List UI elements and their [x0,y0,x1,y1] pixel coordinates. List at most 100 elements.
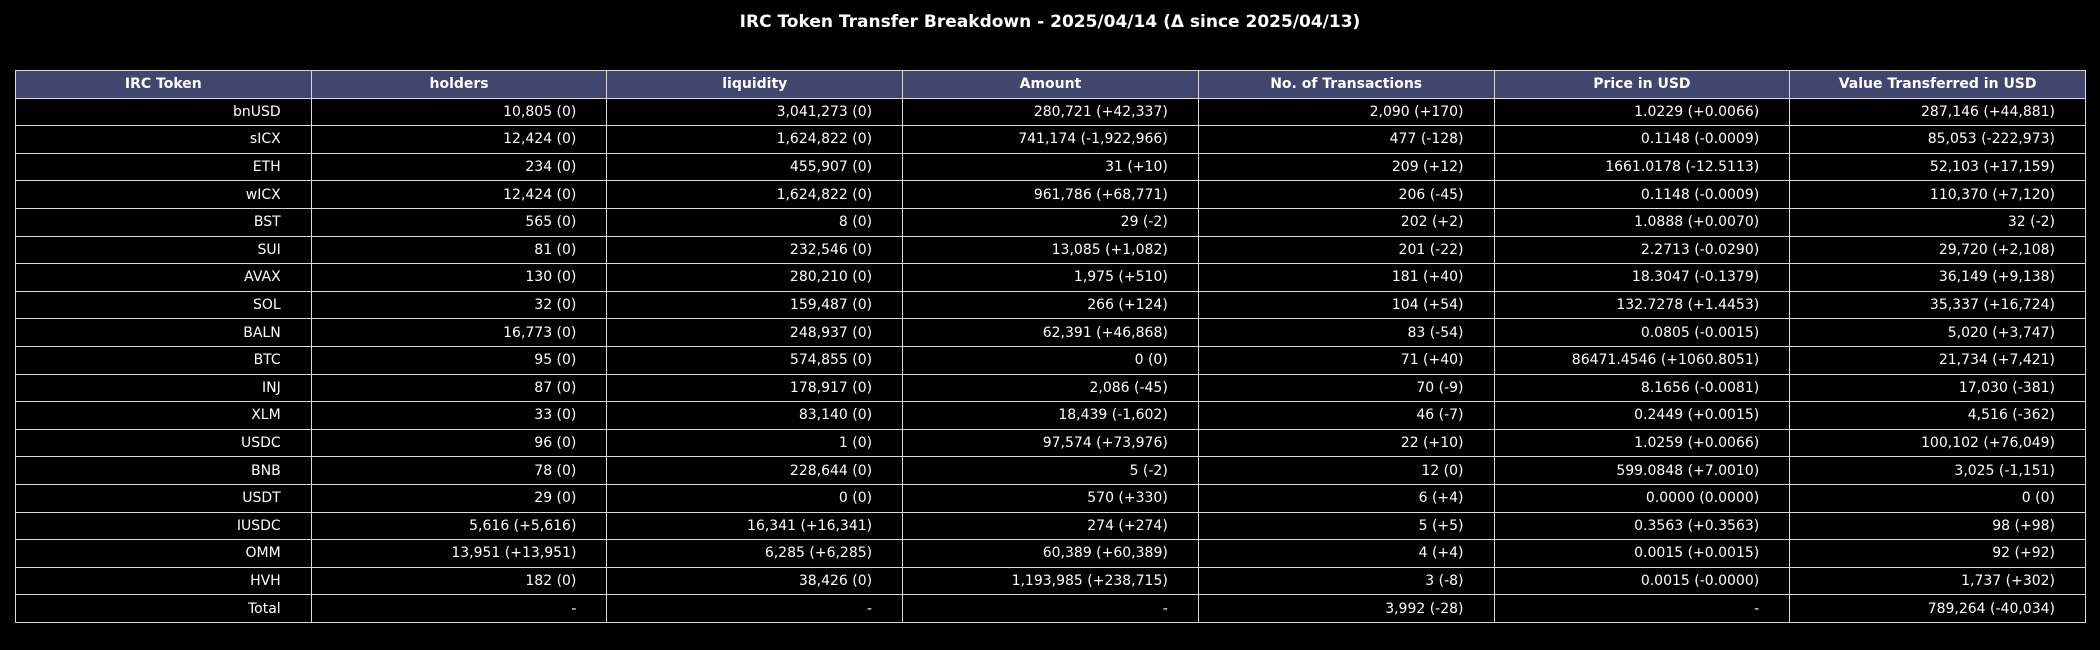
table-cell: 1.0888 (+0.0070) [1493,207,1791,237]
table-row: INJ 87 (0) 178,917 (0) 2,086 (-45) 70 (-9) 8.… [15,373,2086,403]
table-cell: SOL [15,290,312,320]
table-cell: 95 (0) [310,345,608,375]
table-cell: 0 (0) [902,345,1199,375]
table-cell: 12,424 (0) [310,125,608,154]
table-row: HVH 182 (0) 38,426 (0) 1,193,985 (+238,715)… [15,566,2086,596]
table-cell: 2,090 (+170) [1197,97,1495,127]
table-cell: 3 (-8) [1197,566,1495,596]
table-cell: 110,370 (+7,120) [1789,180,2086,209]
column-header: No. of Transactions [1197,70,1495,99]
table-cell: 96 (0) [310,428,608,458]
table-cell: 455,907 (0) [606,152,904,182]
table-cell: Total [15,594,312,623]
table-cell: 60,389 (+60,389) [902,539,1199,568]
table-cell: SUI [15,235,312,265]
table-cell: 5,616 (+5,616) [310,511,608,541]
table-cell: 6 (+4) [1197,483,1495,513]
table-cell: 0.0015 (+0.0015) [1493,539,1791,568]
table-cell: BALN [15,318,312,347]
table-cell: - [310,594,608,623]
table-cell: 5 (-2) [902,456,1199,485]
table-cell: 10,805 (0) [310,97,608,127]
table-cell: XLM [15,401,312,430]
table-cell: - [1493,594,1791,623]
table-cell: 0.0000 (0.0000) [1493,483,1791,513]
table-cell: 248,937 (0) [606,318,904,347]
table-cell: IUSDC [15,511,312,541]
table-cell: AVAX [15,263,312,292]
table-cell: 1,193,985 (+238,715) [902,566,1199,596]
table-cell: 78 (0) [310,456,608,485]
column-header: IRC Token [15,70,312,99]
table-row: USDT 29 (0) 0 (0) 570 (+330) 6 (+4) 0.0000 (0… [15,483,2086,513]
table-cell: 599.0848 (+7.0010) [1493,456,1791,485]
table-cell: 71 (+40) [1197,345,1495,375]
table-cell: 3,041,273 (0) [606,97,904,127]
table-cell: 8 (0) [606,207,904,237]
table-cell: 209 (+12) [1197,152,1495,182]
table-cell: 8.1656 (-0.0081) [1493,373,1791,403]
table-cell: 181 (+40) [1197,263,1495,292]
table-cell: 16,341 (+16,341) [606,511,904,541]
table-row: BALN 16,773 (0) 248,937 (0) 62,391 (+46,868… [15,318,2086,347]
table-cell: 83 (-54) [1197,318,1495,347]
table-row: BTC 95 (0) 574,855 (0) 0 (0) 71 (+40) 86471.4… [15,345,2086,375]
table-cell: 2,086 (-45) [902,373,1199,403]
table-cell: 5,020 (+3,747) [1789,318,2086,347]
column-header: Value Transferred in USD [1789,70,2086,99]
table-cell: - [902,594,1199,623]
table-cell: 0 (0) [606,483,904,513]
table-row: AVAX 130 (0) 280,210 (0) 1,975 (+510) 181 (+… [15,263,2086,292]
table-row: USDC 96 (0) 1 (0) 97,574 (+73,976) 22 (+10) 1… [15,428,2086,458]
table-cell: 2.2713 (-0.0290) [1493,235,1791,265]
table-cell: 182 (0) [310,566,608,596]
table-cell: 0.2449 (+0.0015) [1493,401,1791,430]
table-cell: 85,053 (-222,973) [1789,125,2086,154]
table-cell: 98 (+98) [1789,511,2086,541]
table-cell: INJ [15,373,312,403]
table-cell: 81 (0) [310,235,608,265]
table-cell: 29 (0) [310,483,608,513]
table-cell: 18.3047 (-0.1379) [1493,263,1791,292]
table-cell: 565 (0) [310,207,608,237]
table-cell: 1,975 (+510) [902,263,1199,292]
table-cell: BST [15,207,312,237]
table-cell: 280,721 (+42,337) [902,97,1199,127]
table-cell: 92 (+92) [1789,539,2086,568]
column-header: holders [310,70,608,99]
table-cell: 104 (+54) [1197,290,1495,320]
table-cell: ETH [15,152,312,182]
table-cell: 70 (-9) [1197,373,1495,403]
table-cell: sICX [15,125,312,154]
table-cell: 0.0805 (-0.0015) [1493,318,1791,347]
table-cell: - [606,594,904,623]
column-header: liquidity [606,70,904,99]
table-cell: 97,574 (+73,976) [902,428,1199,458]
table-cell: 961,786 (+68,771) [902,180,1199,209]
table-cell: BTC [15,345,312,375]
table-cell: 287,146 (+44,881) [1789,97,2086,127]
table-cell: 1,624,822 (0) [606,125,904,154]
table-row: XLM 33 (0) 83,140 (0) 18,439 (-1,602) 46 (-7… [15,401,2086,430]
table-cell: 33 (0) [310,401,608,430]
table-cell: 234 (0) [310,152,608,182]
table-row: OMM 13,951 (+13,951) 6,285 (+6,285) 60,389 … [15,539,2086,568]
table-cell: 29,720 (+2,108) [1789,235,2086,265]
table-cell: 29 (-2) [902,207,1199,237]
table-cell: 789,264 (-40,034) [1789,594,2086,623]
table-cell: 4,516 (-362) [1789,401,2086,430]
table-cell: 52,103 (+17,159) [1789,152,2086,182]
table-cell: 13,085 (+1,082) [902,235,1199,265]
token-transfer-table: IRC Token holders liquidity Amount No. of Tr… [15,70,2086,623]
table-cell: USDT [15,483,312,513]
table-cell: 3,992 (-28) [1197,594,1495,623]
table-body: bnUSD 10,805 (0) 3,041,273 (0) 280,721 (+42… [15,97,2086,623]
table-cell: 31 (+10) [902,152,1199,182]
table-row: BNB 78 (0) 228,644 (0) 5 (-2) 12 (0) 599.0848… [15,456,2086,485]
table-row: SOL 32 (0) 159,487 (0) 266 (+124) 104 (+54) 1… [15,290,2086,320]
table-cell: 0.1148 (-0.0009) [1493,125,1791,154]
column-header: Amount [902,70,1199,99]
table-cell: 12 (0) [1197,456,1495,485]
table-cell: 32 (0) [310,290,608,320]
chart-title: IRC Token Transfer Breakdown - 2025/04/1… [739,12,1361,32]
